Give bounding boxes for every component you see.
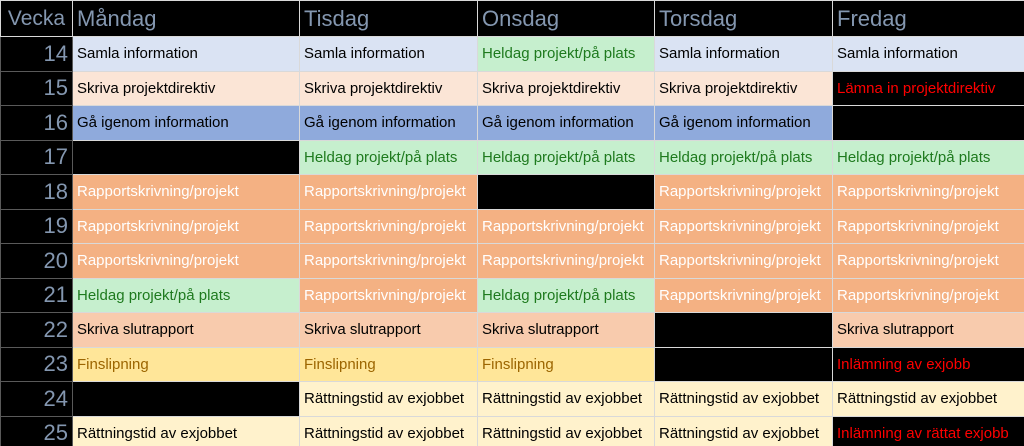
schedule-cell-monday[interactable]: Heldag projekt/på plats	[72, 277, 300, 313]
schedule-cell-wednesday[interactable]: Rapportskrivning/projekt	[477, 243, 655, 279]
schedule-cell-tuesday[interactable]: Skriva slutrapport	[299, 312, 478, 348]
schedule-cell-wednesday[interactable]: Skriva slutrapport	[477, 312, 655, 348]
table-row: 18 Rapportskrivning/projekt Rapportskrivni…	[0, 174, 1024, 210]
week-number-cell[interactable]: 25	[0, 415, 73, 446]
schedule-cell-monday[interactable]: Rättningstid av exjobbet	[72, 415, 300, 446]
day-header-tuesday[interactable]: Tisdag	[299, 0, 478, 37]
table-row: 22 Skriva slutrapport Skriva slutrapport Sk…	[0, 312, 1024, 348]
week-number-cell[interactable]: 19	[0, 208, 73, 244]
table-row: 14 Samla information Samla information Held…	[0, 36, 1024, 72]
schedule-cell-friday[interactable]: Samla information	[832, 36, 1024, 72]
schedule-cell-monday[interactable]: Rapportskrivning/projekt	[72, 174, 300, 210]
schedule-cell-tuesday[interactable]: Rapportskrivning/projekt	[299, 243, 478, 279]
week-number-cell[interactable]: 17	[0, 139, 73, 175]
schedule-cell-friday[interactable]: Rapportskrivning/projekt	[832, 208, 1024, 244]
schedule-cell-monday[interactable]: Rapportskrivning/projekt	[72, 208, 300, 244]
table-row: 17 Heldag projekt/på plats Heldag projekt/…	[0, 139, 1024, 175]
schedule-cell-wednesday[interactable]: Heldag projekt/på plats	[477, 139, 655, 175]
day-header-wednesday[interactable]: Onsdag	[477, 0, 655, 37]
schedule-cell-thursday[interactable]: Rapportskrivning/projekt	[654, 277, 833, 313]
schedule-cell-tuesday[interactable]: Heldag projekt/på plats	[299, 139, 478, 175]
schedule-cell-thursday[interactable]: Rättningstid av exjobbet	[654, 381, 833, 417]
schedule-cell-tuesday[interactable]: Gå igenom information	[299, 105, 478, 141]
schedule-cell-thursday[interactable]: Rättningstid av exjobbet	[654, 415, 833, 446]
schedule-cell-friday[interactable]	[832, 105, 1024, 141]
week-number-cell[interactable]: 18	[0, 174, 73, 210]
schedule-cell-tuesday[interactable]: Rättningstid av exjobbet	[299, 415, 478, 446]
schedule-body: 14 Samla information Samla information Held…	[0, 36, 1024, 446]
schedule-cell-friday[interactable]: Inlämning av exjobb	[832, 346, 1024, 382]
day-header-friday[interactable]: Fredag	[832, 0, 1024, 37]
table-row: 19 Rapportskrivning/projekt Rapportskrivni…	[0, 208, 1024, 244]
table-row: 20 Rapportskrivning/projekt Rapportskrivni…	[0, 243, 1024, 279]
schedule-cell-friday[interactable]: Inlämning av rättat exjobb	[832, 415, 1024, 446]
schedule-cell-monday[interactable]	[72, 139, 300, 175]
schedule-cell-friday[interactable]: Heldag projekt/på plats	[832, 139, 1024, 175]
schedule-cell-tuesday[interactable]: Skriva projektdirektiv	[299, 70, 478, 106]
schedule-cell-thursday[interactable]: Heldag projekt/på plats	[654, 139, 833, 175]
schedule-cell-thursday[interactable]: Skriva projektdirektiv	[654, 70, 833, 106]
schedule-cell-friday[interactable]: Lämna in projektdirektiv	[832, 70, 1024, 106]
schedule-cell-friday[interactable]: Rapportskrivning/projekt	[832, 277, 1024, 313]
table-row: 21 Heldag projekt/på plats Rapportskrivnin…	[0, 277, 1024, 313]
day-header-monday[interactable]: Måndag	[72, 0, 300, 37]
schedule-cell-thursday[interactable]: Samla information	[654, 36, 833, 72]
schedule-cell-thursday[interactable]	[654, 346, 833, 382]
schedule-cell-friday[interactable]: Rapportskrivning/projekt	[832, 174, 1024, 210]
schedule-cell-wednesday[interactable]: Rapportskrivning/projekt	[477, 208, 655, 244]
week-number-cell[interactable]: 16	[0, 105, 73, 141]
schedule-cell-wednesday[interactable]: Finslipning	[477, 346, 655, 382]
schedule-cell-wednesday[interactable]: Heldag projekt/på plats	[477, 277, 655, 313]
schedule-cell-wednesday[interactable]: Rättningstid av exjobbet	[477, 415, 655, 446]
schedule-cell-friday[interactable]: Skriva slutrapport	[832, 312, 1024, 348]
week-number-cell[interactable]: 21	[0, 277, 73, 313]
table-row: 24 Rättningstid av exjobbet Rättningstid a…	[0, 381, 1024, 417]
schedule-cell-thursday[interactable]: Gå igenom information	[654, 105, 833, 141]
schedule-cell-monday[interactable]	[72, 381, 300, 417]
schedule-cell-wednesday[interactable]: Heldag projekt/på plats	[477, 36, 655, 72]
week-number-cell[interactable]: 20	[0, 243, 73, 279]
schedule-cell-monday[interactable]: Rapportskrivning/projekt	[72, 243, 300, 279]
schedule-cell-tuesday[interactable]: Rapportskrivning/projekt	[299, 208, 478, 244]
schedule-cell-monday[interactable]: Skriva projektdirektiv	[72, 70, 300, 106]
week-number-cell[interactable]: 23	[0, 346, 73, 382]
schedule-cell-tuesday[interactable]: Rapportskrivning/projekt	[299, 277, 478, 313]
schedule-cell-monday[interactable]: Gå igenom information	[72, 105, 300, 141]
schedule-cell-tuesday[interactable]: Rapportskrivning/projekt	[299, 174, 478, 210]
table-row: 23 Finslipning Finslipning Finslipning Inläm…	[0, 346, 1024, 382]
header-row: Vecka Måndag Tisdag Onsdag Torsdag Freda…	[0, 0, 1024, 37]
schedule-cell-friday[interactable]: Rättningstid av exjobbet	[832, 381, 1024, 417]
schedule-cell-friday[interactable]: Rapportskrivning/projekt	[832, 243, 1024, 279]
schedule-cell-tuesday[interactable]: Samla information	[299, 36, 478, 72]
schedule-cell-thursday[interactable]: Rapportskrivning/projekt	[654, 174, 833, 210]
week-number-cell[interactable]: 24	[0, 381, 73, 417]
schedule-cell-monday[interactable]: Samla information	[72, 36, 300, 72]
schedule-cell-thursday[interactable]: Rapportskrivning/projekt	[654, 243, 833, 279]
table-row: 16 Gå igenom information Gå igenom informa…	[0, 105, 1024, 141]
schedule-cell-thursday[interactable]	[654, 312, 833, 348]
schedule-cell-wednesday[interactable]: Rättningstid av exjobbet	[477, 381, 655, 417]
schedule-cell-wednesday[interactable]	[477, 174, 655, 210]
table-row: 15 Skriva projektdirektiv Skriva projektdi…	[0, 70, 1024, 106]
schedule-cell-wednesday[interactable]: Gå igenom information	[477, 105, 655, 141]
table-row: 25 Rättningstid av exjobbet Rättningstid a…	[0, 415, 1024, 446]
schedule-cell-monday[interactable]: Finslipning	[72, 346, 300, 382]
week-number-cell[interactable]: 14	[0, 36, 73, 72]
schedule-cell-tuesday[interactable]: Rättningstid av exjobbet	[299, 381, 478, 417]
schedule-cell-thursday[interactable]: Rapportskrivning/projekt	[654, 208, 833, 244]
week-column-header[interactable]: Vecka	[0, 0, 73, 37]
schedule-cell-tuesday[interactable]: Finslipning	[299, 346, 478, 382]
day-header-thursday[interactable]: Torsdag	[654, 0, 833, 37]
schedule-cell-wednesday[interactable]: Skriva projektdirektiv	[477, 70, 655, 106]
week-number-cell[interactable]: 22	[0, 312, 73, 348]
schedule-cell-monday[interactable]: Skriva slutrapport	[72, 312, 300, 348]
week-number-cell[interactable]: 15	[0, 70, 73, 106]
